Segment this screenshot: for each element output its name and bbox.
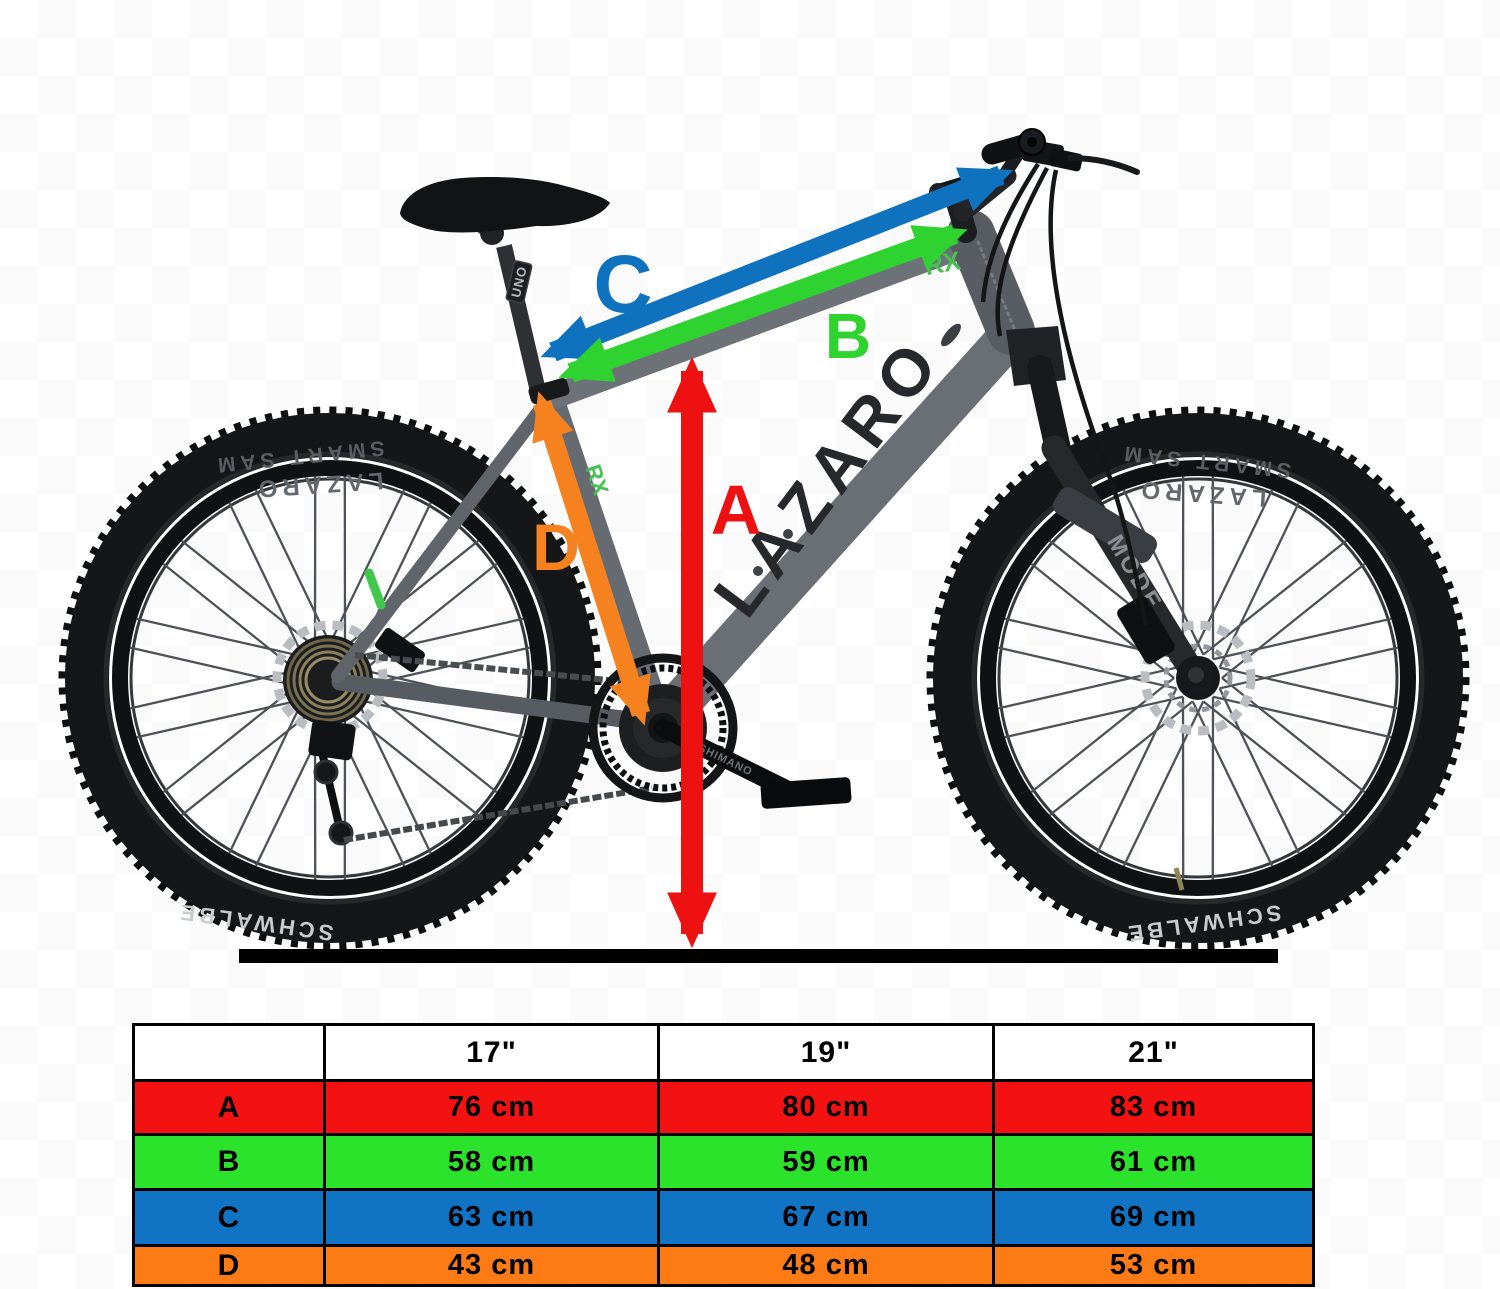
chainring-guard (588, 653, 738, 803)
bottle-boss (753, 566, 763, 576)
front-brake-caliper (1117, 596, 1175, 664)
row-a-value-19: 80 cm (660, 1082, 992, 1133)
chain-bottom (343, 785, 653, 843)
jockey-wheel (313, 759, 339, 785)
chainstay (331, 673, 669, 733)
rear-derailleur (308, 719, 356, 761)
seatpost-brand-text: UNO (508, 265, 530, 299)
row-c-label: C (135, 1191, 323, 1244)
row-c-value-17: 63 cm (326, 1191, 657, 1244)
row-a-label: A (135, 1082, 323, 1133)
row-d-label: D (135, 1247, 323, 1284)
dimension-label-b: B (825, 300, 871, 372)
row-b-value-19: 59 cm (660, 1136, 992, 1188)
chain-top (354, 652, 649, 687)
head-tube (947, 210, 1035, 355)
fork: MODE (1006, 326, 1215, 694)
front-rim (980, 460, 1416, 896)
brake-lever-blade (1067, 155, 1140, 175)
cable-port (941, 323, 961, 347)
row-b-value-17: 58 cm (326, 1136, 657, 1188)
table-header-21: 21" (995, 1026, 1312, 1079)
table-header-empty (135, 1026, 323, 1079)
dimension-labels: C B A D (532, 239, 871, 584)
front-disc-rotor (1140, 620, 1256, 736)
ground-line (239, 949, 1278, 963)
chainring-teeth (599, 664, 727, 792)
front-valve (1173, 867, 1185, 891)
rear-brake-caliper (375, 627, 425, 673)
brake-cable (1048, 169, 1149, 626)
table-header-17: 17" (326, 1026, 657, 1079)
row-a-value-21: 83 cm (995, 1082, 1312, 1133)
row-d-value-21: 53 cm (995, 1247, 1312, 1284)
seatpost (496, 244, 546, 393)
seatstay-green-accent (364, 568, 386, 610)
saddle (400, 176, 610, 233)
row-d-value-19: 48 cm (660, 1247, 992, 1284)
row-c-value-19: 67 cm (660, 1191, 992, 1244)
bottle-boss (783, 529, 793, 539)
row-a-value-17: 76 cm (326, 1082, 657, 1133)
row-b-label: B (135, 1136, 323, 1188)
row-c-value-21: 69 cm (995, 1191, 1312, 1244)
front-tire (933, 413, 1463, 943)
fork-lower-leg (1041, 435, 1203, 681)
dimension-arrow-d (532, 391, 651, 726)
bike-illustration: SMART SAM LAZARO SCHWALBE SMART SAM LAZA… (58, 128, 1470, 963)
row-b-value-21: 61 cm (995, 1136, 1312, 1188)
dimension-arrows (532, 165, 1014, 949)
brake-lever-body (1049, 148, 1083, 172)
dimension-arrow-b (558, 224, 968, 383)
size-table: 17" 19" 21" A 76 cm 80 cm 83 cm B 58 cm … (132, 1023, 1315, 1287)
seatstay (331, 393, 555, 683)
dimension-label-d: D (532, 510, 580, 584)
rear-disc-rotor (272, 620, 388, 736)
dimension-label-c: C (593, 239, 652, 330)
dimension-label-a: A (711, 471, 762, 549)
pedal (760, 777, 852, 809)
row-d-value-17: 43 cm (326, 1247, 657, 1284)
table-header-19: 19" (660, 1026, 992, 1079)
rear-spokes (130, 476, 530, 880)
